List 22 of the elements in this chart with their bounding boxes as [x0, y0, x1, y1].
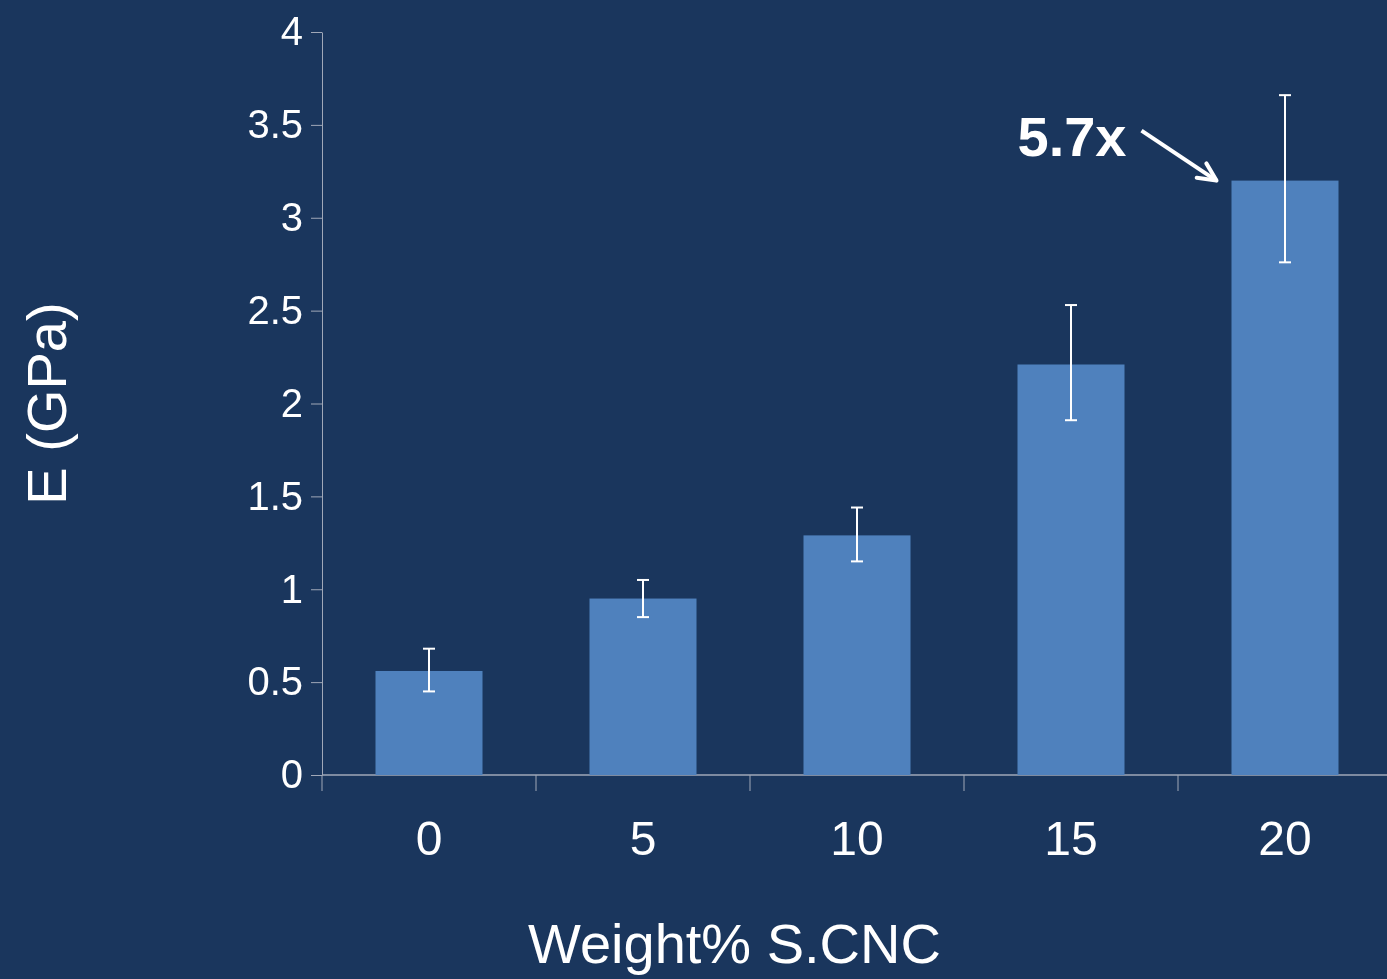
- y-tick-label: 4: [280, 9, 303, 54]
- bar: [1017, 364, 1125, 775]
- y-axis-title: E (GPa): [15, 302, 78, 505]
- x-axis-title: Weight% S.CNC: [528, 912, 941, 975]
- y-tick-label: 2: [280, 380, 303, 425]
- bar: [589, 598, 697, 775]
- y-tick-label: 1.5: [247, 473, 303, 518]
- y-tick-label: 0: [280, 752, 303, 797]
- x-tick-label: 0: [415, 812, 443, 865]
- y-tick-label: 0.5: [247, 659, 303, 704]
- x-tick-label: 15: [1044, 812, 1098, 865]
- y-tick-label: 1: [280, 566, 303, 611]
- bar: [803, 535, 911, 775]
- bar: [1231, 180, 1339, 775]
- bar: [375, 670, 483, 775]
- x-tick-label: 10: [830, 812, 884, 865]
- y-tick-label: 3: [280, 195, 303, 240]
- x-tick-label: 5: [629, 812, 657, 865]
- annotation: 5.7x: [1017, 104, 1127, 168]
- y-tick-label: 3.5: [247, 102, 303, 147]
- x-tick-label: 20: [1258, 812, 1312, 865]
- y-tick-label: 2.5: [247, 287, 303, 332]
